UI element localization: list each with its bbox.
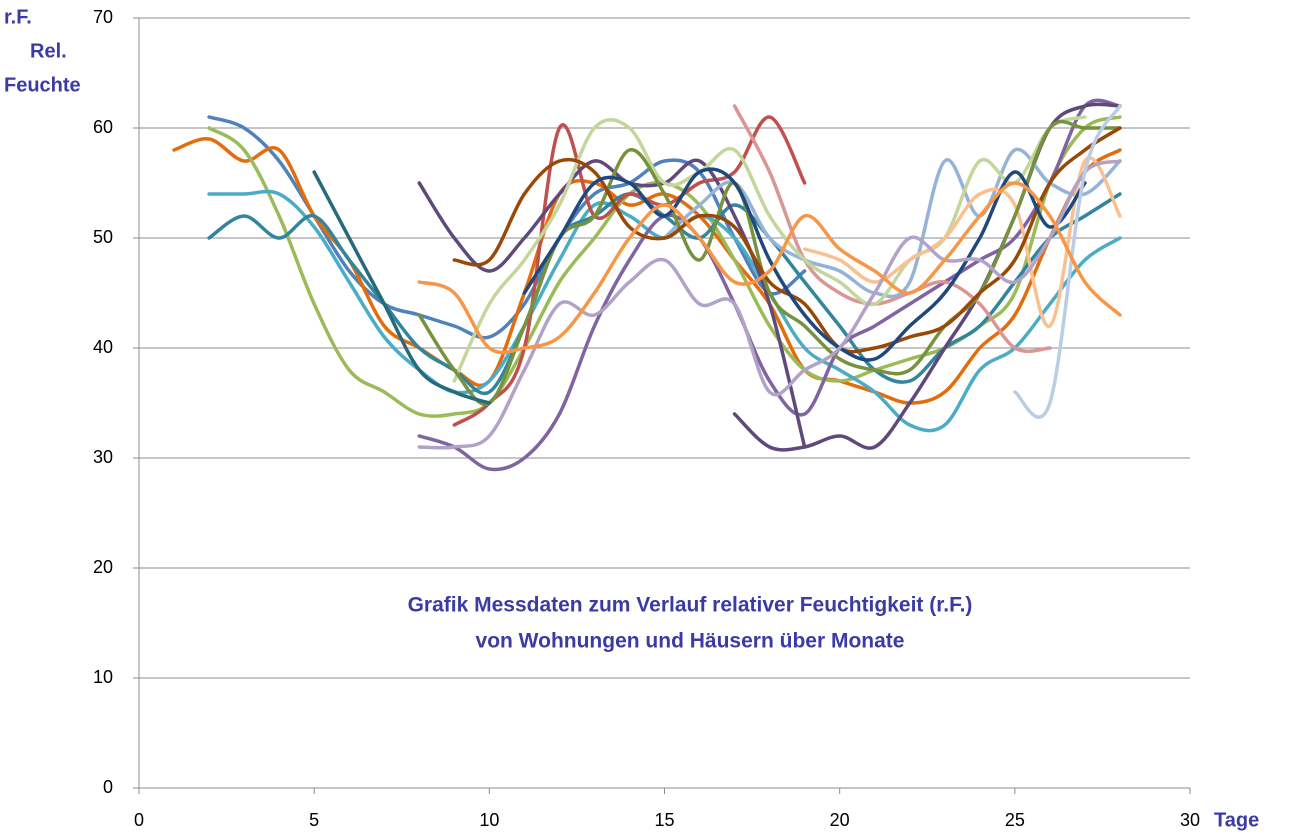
x-axis-label: Tage [1214, 809, 1259, 831]
series-line [417, 159, 1122, 450]
y-axis-label: Feuchte [4, 74, 81, 96]
series-line [732, 104, 1052, 353]
series-line [417, 98, 1122, 472]
x-tick-label: 25 [1005, 810, 1025, 830]
series-line [452, 115, 1087, 383]
x-tick-label: 30 [1180, 810, 1200, 830]
x-tick-label: 5 [309, 810, 319, 830]
series-line [417, 119, 1122, 406]
y-axis-label: r.F. [4, 6, 32, 28]
y-tick-label: 40 [93, 337, 113, 357]
annotation: von Wohnungen und Häusern über Monate [476, 630, 905, 653]
series-line [1013, 104, 1122, 419]
y-tick-label: 60 [93, 117, 113, 137]
y-tick-label: 20 [93, 557, 113, 577]
x-tick-label: 15 [654, 810, 674, 830]
y-tick-label: 50 [93, 227, 113, 247]
y-tick-label: 10 [93, 667, 113, 687]
series-line [522, 167, 1087, 362]
x-tick-label: 20 [830, 810, 850, 830]
series-line [662, 147, 1122, 299]
y-tick-label: 70 [93, 7, 113, 27]
x-tick-label: 0 [134, 810, 144, 830]
x-tick-label: 10 [479, 810, 499, 830]
y-tick-label: 30 [93, 447, 113, 467]
y-tick-label: 0 [103, 777, 113, 797]
series-line [312, 170, 492, 405]
annotation: Grafik Messdaten zum Verlauf relativer F… [408, 594, 973, 617]
series-line [417, 181, 1122, 355]
y-axis-label: Rel. [30, 40, 67, 62]
series-line [452, 126, 1122, 354]
